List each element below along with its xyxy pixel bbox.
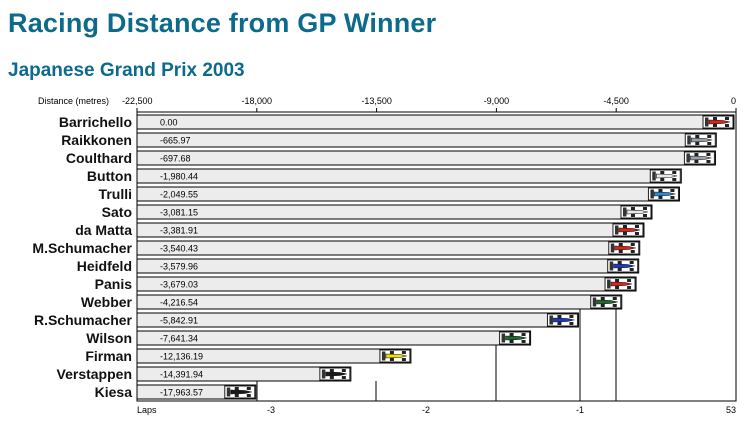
value-label: -3,579.96 bbox=[160, 262, 198, 272]
race-car-icon bbox=[702, 115, 734, 129]
top-tick-label: -13,500 bbox=[361, 96, 392, 106]
top-tick-label: -9,000 bbox=[484, 96, 510, 106]
race-car-icon bbox=[590, 295, 622, 309]
top-tick-label: -4,500 bbox=[603, 96, 629, 106]
distance-bar bbox=[136, 240, 641, 256]
race-car-icon bbox=[379, 349, 411, 363]
bottom-tick-label: -1 bbox=[576, 405, 584, 415]
distance-bar bbox=[136, 168, 682, 184]
driver-label: Coulthard bbox=[66, 150, 132, 166]
top-tick-label: 0 bbox=[731, 96, 736, 106]
race-car-icon bbox=[546, 313, 578, 327]
value-label: -14,391.94 bbox=[160, 370, 203, 380]
value-label: -3,081.15 bbox=[160, 208, 198, 218]
value-label: -1,980.44 bbox=[160, 172, 198, 182]
driver-label: Trulli bbox=[99, 186, 132, 202]
value-label: -17,963.57 bbox=[160, 388, 203, 398]
driver-label: Sato bbox=[102, 204, 132, 220]
distance-bar bbox=[136, 294, 623, 310]
race-car-icon bbox=[647, 187, 679, 201]
driver-label: M.Schumacher bbox=[32, 240, 132, 256]
driver-label: Panis bbox=[95, 276, 133, 292]
bottom-tick-label: -2 bbox=[422, 405, 430, 415]
driver-label: R.Schumacher bbox=[34, 312, 133, 328]
chart-title: Racing Distance from GP Winner bbox=[8, 8, 437, 38]
driver-label: Firman bbox=[85, 348, 132, 364]
bottom-tick-label: 53 bbox=[726, 405, 736, 415]
race-car-icon bbox=[604, 277, 636, 291]
value-label: -7,641.34 bbox=[160, 334, 198, 344]
distance-bar bbox=[136, 186, 680, 202]
distance-bar bbox=[136, 348, 412, 364]
top-tick-label: -22,500 bbox=[122, 96, 153, 106]
race-car-icon bbox=[612, 223, 644, 237]
distance-bar bbox=[136, 366, 352, 382]
race-car-icon bbox=[224, 385, 256, 399]
driver-label: Verstappen bbox=[57, 366, 132, 382]
driver-label: Wilson bbox=[86, 330, 132, 346]
chart-subtitle: Japanese Grand Prix 2003 bbox=[8, 60, 245, 81]
driver-label: Raikkonen bbox=[61, 132, 132, 148]
race-car-icon bbox=[499, 331, 531, 345]
distance-bar bbox=[136, 276, 637, 292]
value-label: -5,842.91 bbox=[160, 316, 198, 326]
driver-label: Webber bbox=[81, 294, 133, 310]
race-car-icon bbox=[684, 133, 716, 147]
labels-layer: Distance (metres) -22,500 -18,000 -13,500 -9… bbox=[32, 96, 736, 415]
distance-bar bbox=[136, 150, 716, 166]
bottom-tick-label: -3 bbox=[267, 405, 275, 415]
value-label: -12,136.19 bbox=[160, 352, 203, 362]
value-label: -3,679.03 bbox=[160, 280, 198, 290]
top-tick-label: -18,000 bbox=[242, 96, 273, 106]
race-car-icon bbox=[319, 367, 351, 381]
race-car-icon bbox=[683, 151, 715, 165]
value-label: -3,540.43 bbox=[160, 244, 198, 254]
bottom-axis-title: Laps bbox=[137, 405, 157, 415]
race-car-icon bbox=[620, 205, 652, 219]
distance-bar bbox=[136, 222, 645, 238]
value-label: -665.97 bbox=[160, 136, 191, 146]
distance-bar bbox=[136, 312, 579, 328]
grid-layer bbox=[136, 108, 737, 402]
distance-bar bbox=[136, 114, 735, 130]
distance-bar bbox=[136, 330, 532, 346]
value-label: -2,049.55 bbox=[160, 190, 198, 200]
bars-layer bbox=[136, 114, 735, 400]
value-label: -4,216.54 bbox=[160, 298, 198, 308]
value-label: 0.00 bbox=[160, 118, 178, 128]
driver-label: Kiesa bbox=[95, 384, 133, 400]
race-car-icon bbox=[608, 241, 640, 255]
driver-label: Barrichello bbox=[59, 114, 132, 130]
race-car-icon bbox=[649, 169, 681, 183]
plot-border bbox=[136, 111, 737, 402]
driver-label: Button bbox=[87, 168, 132, 184]
distance-bar bbox=[136, 258, 640, 274]
driver-label: Heidfeld bbox=[77, 258, 132, 274]
distance-bar bbox=[136, 204, 653, 220]
value-label: -697.68 bbox=[160, 154, 191, 164]
top-axis-title: Distance (metres) bbox=[38, 96, 109, 106]
race-car-icon bbox=[607, 259, 639, 273]
distance-bar bbox=[136, 132, 717, 148]
value-label: -3,381.91 bbox=[160, 226, 198, 236]
driver-label: da Matta bbox=[75, 222, 132, 238]
